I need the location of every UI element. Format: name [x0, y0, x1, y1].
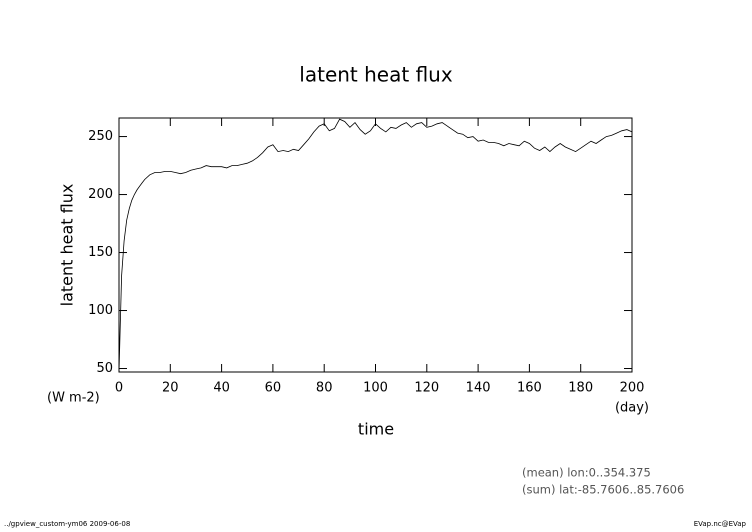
x-unit: (day): [615, 401, 649, 416]
x-tick-label: 160: [517, 381, 542, 396]
x-axis-label: time: [358, 420, 394, 439]
x-tick-label: 60: [265, 381, 282, 396]
y-tick-label: 200: [88, 187, 113, 202]
y-unit: (W m-2): [47, 391, 100, 406]
x-tick-label: 200: [620, 381, 645, 396]
x-tick-label: 140: [466, 381, 491, 396]
y-tick-label: 100: [88, 303, 113, 318]
x-tick-label: 180: [568, 381, 593, 396]
footer: ../gpview_custom-ym06 2009-06-08: [4, 520, 130, 528]
x-tick-label: 80: [316, 381, 333, 396]
annotation: (mean) lon:0..354.375: [522, 466, 651, 480]
x-tick-label: 120: [414, 381, 439, 396]
y-tick-label: 50: [96, 361, 113, 376]
x-tick-label: 0: [115, 381, 123, 396]
x-tick-label: 20: [162, 381, 179, 396]
chart-title: latent heat flux: [299, 63, 453, 87]
y-tick-label: 250: [88, 129, 113, 144]
y-axis-label: latent heat flux: [58, 184, 77, 307]
annotation: (sum) lat:-85.7606..85.7606: [522, 483, 684, 497]
x-tick-label: 100: [363, 381, 388, 396]
y-tick-label: 150: [88, 245, 113, 260]
x-tick-label: 40: [213, 381, 230, 396]
plot-frame: [118, 117, 633, 373]
footer: EVap.nc@EVap: [694, 520, 747, 528]
data-line: [118, 118, 633, 373]
